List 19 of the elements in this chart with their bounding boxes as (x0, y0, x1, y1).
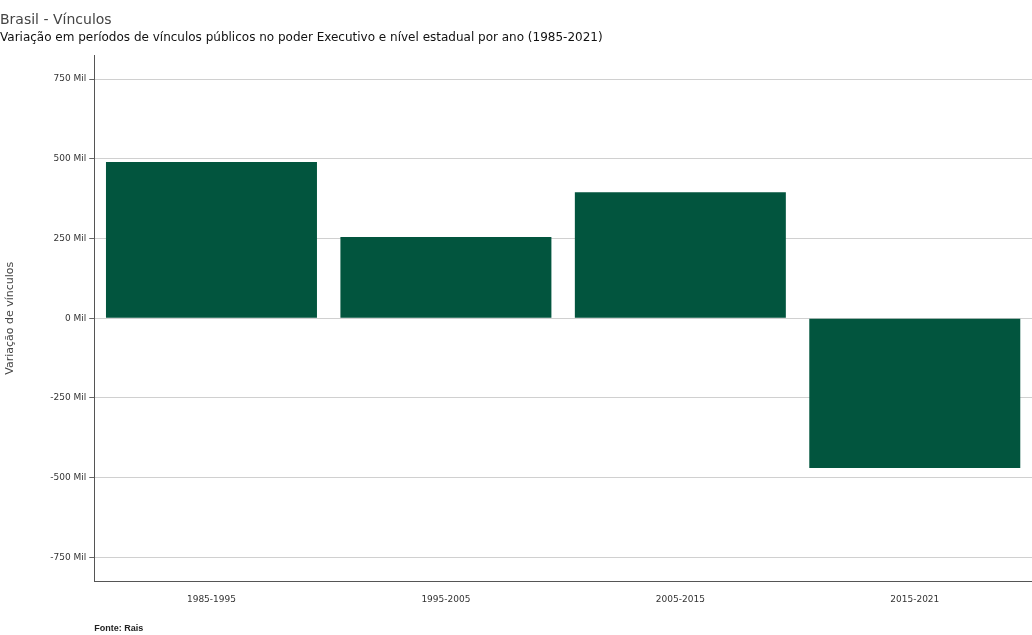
y-tick-label: -500 Mil (50, 471, 87, 482)
x-tick-label: 2015-2021 (890, 593, 940, 604)
source-note: Fonte: Rais (94, 622, 144, 633)
y-tick-label: 0 Mil (64, 312, 87, 323)
bar (809, 318, 1021, 469)
y-tick-label: 500 Mil (53, 153, 87, 164)
chart-title: Brasil - Vínculos (0, 11, 112, 28)
y-axis-title: Variação de vínculos (3, 261, 17, 375)
bar (105, 161, 317, 318)
y-tick-label: -750 Mil (50, 551, 87, 562)
bar (340, 236, 552, 318)
y-tick-label: 750 Mil (53, 73, 87, 84)
x-tick-label: 1985-1995 (186, 593, 236, 604)
y-tick-label: -250 Mil (50, 392, 87, 403)
chart-subtitle: Variação em períodos de vínculos públicos no poder Executivo e nível estadual por ano (1985-2021) (0, 30, 603, 45)
x-tick-label: 1995-2005 (421, 593, 471, 604)
bar (574, 192, 786, 318)
y-tick-label: 250 Mil (53, 232, 87, 243)
x-tick-label: 2005-2015 (655, 593, 705, 604)
